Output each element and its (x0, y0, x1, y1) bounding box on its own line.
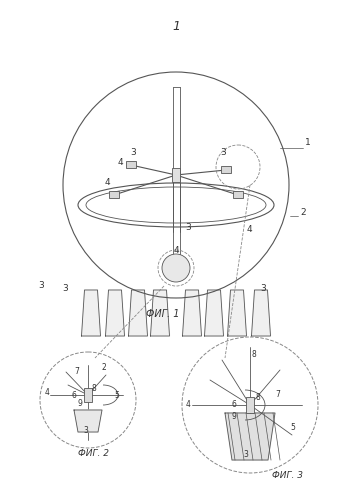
Text: ФИГ. 2: ФИГ. 2 (78, 449, 108, 458)
Text: 4: 4 (118, 158, 124, 167)
Polygon shape (227, 290, 246, 336)
Bar (109, 191, 119, 198)
Text: ФИГ. 3: ФИГ. 3 (273, 471, 304, 480)
Text: 3: 3 (130, 148, 136, 157)
Text: 3: 3 (243, 450, 248, 459)
Text: 8: 8 (252, 350, 257, 359)
Polygon shape (251, 290, 270, 336)
Text: 3: 3 (260, 284, 266, 293)
Text: ФИГ. 1: ФИГ. 1 (146, 309, 180, 319)
Text: 3: 3 (220, 148, 226, 157)
Text: 1: 1 (305, 138, 311, 147)
Text: 1: 1 (172, 20, 180, 33)
Text: 9: 9 (78, 399, 83, 408)
Bar (172, 168, 180, 182)
Text: 5: 5 (290, 423, 295, 432)
Polygon shape (128, 290, 148, 336)
Polygon shape (204, 290, 223, 336)
Bar (233, 191, 243, 198)
Text: 4: 4 (186, 400, 191, 409)
Text: 7: 7 (275, 390, 280, 399)
Text: 6: 6 (231, 400, 236, 409)
Text: 5: 5 (114, 391, 119, 400)
Text: 4: 4 (105, 178, 110, 187)
Polygon shape (225, 413, 275, 460)
Polygon shape (82, 290, 101, 336)
Text: 4: 4 (45, 388, 50, 397)
Polygon shape (183, 290, 202, 336)
Text: 2: 2 (102, 363, 107, 372)
Text: 3: 3 (83, 426, 88, 435)
Bar (221, 166, 231, 173)
Text: 4: 4 (247, 225, 253, 234)
Text: 8: 8 (255, 393, 260, 402)
Text: 3: 3 (62, 284, 68, 293)
Text: 6: 6 (72, 391, 77, 400)
Text: 2: 2 (300, 208, 306, 217)
Text: 9: 9 (232, 412, 237, 421)
Text: 4: 4 (174, 246, 180, 255)
Text: 8: 8 (92, 384, 97, 393)
Text: 3: 3 (38, 281, 44, 290)
Bar (126, 161, 136, 168)
Polygon shape (150, 290, 169, 336)
Circle shape (162, 254, 190, 282)
Polygon shape (74, 410, 102, 432)
Polygon shape (106, 290, 125, 336)
Text: 3: 3 (185, 223, 191, 232)
Bar (84, 388, 92, 402)
Bar (246, 397, 254, 413)
Text: 7: 7 (74, 367, 79, 376)
